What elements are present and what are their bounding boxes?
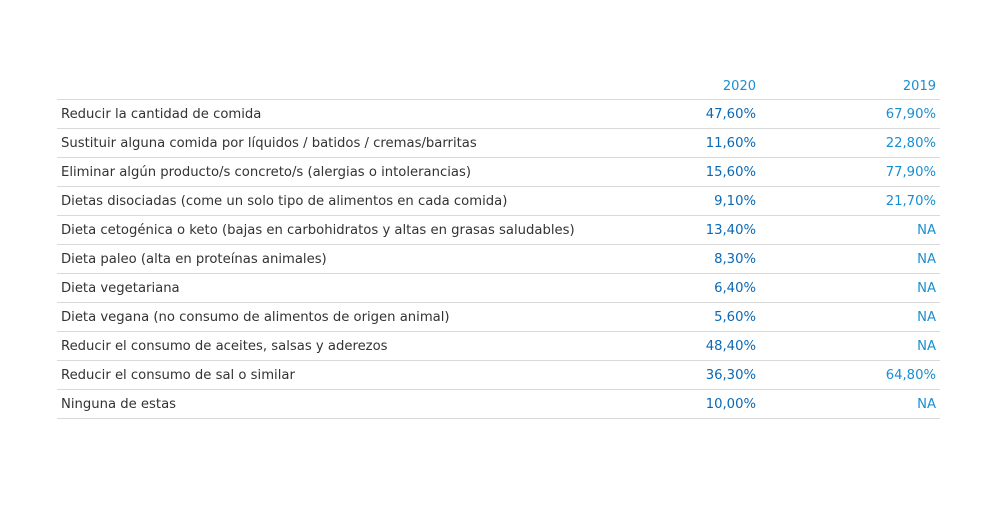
data-table-container: 2020 2019 Reducir la cantidad de comida 4… [57, 66, 940, 419]
value-2020: 36,30% [640, 360, 760, 390]
row-label: Reducir la cantidad de comida [57, 99, 640, 129]
value-2019: NA [760, 302, 940, 332]
table-row: Reducir la cantidad de comida 47,60% 67,90… [57, 99, 940, 129]
header-label-empty [57, 66, 640, 100]
table-header: 2020 2019 [57, 66, 940, 100]
value-2019: NA [760, 331, 940, 361]
value-2020: 5,60% [640, 302, 760, 332]
table-row: Reducir el consumo de aceites, salsas y … [57, 331, 940, 361]
row-label: Ninguna de estas [57, 389, 640, 419]
value-2019: NA [760, 273, 940, 303]
value-2020: 10,00% [640, 389, 760, 419]
table-row: Dieta vegetariana 6,40% NA [57, 273, 940, 303]
table-row: Dietas disociadas (come un solo tipo de … [57, 186, 940, 216]
row-label: Sustituir alguna comida por líquidos / b… [57, 128, 640, 158]
value-2020: 9,10% [640, 186, 760, 216]
row-label: Dieta cetogénica o keto (bajas en carboh… [57, 215, 640, 245]
header-2020: 2020 [640, 66, 760, 100]
value-2020: 13,40% [640, 215, 760, 245]
value-2019: NA [760, 215, 940, 245]
value-2020: 15,60% [640, 157, 760, 187]
row-label: Dieta vegetariana [57, 273, 640, 303]
table-row: Eliminar algún producto/s concreto/s (al… [57, 157, 940, 187]
table-row: Reducir el consumo de sal o similar 36,30… [57, 360, 940, 390]
value-2020: 6,40% [640, 273, 760, 303]
data-table: 2020 2019 Reducir la cantidad de comida 4… [57, 66, 940, 419]
value-2019: 77,90% [760, 157, 940, 187]
table-row: Dieta cetogénica o keto (bajas en carboh… [57, 215, 940, 245]
table-row: Dieta paleo (alta en proteínas animales)… [57, 244, 940, 274]
table-body: Reducir la cantidad de comida 47,60% 67,90… [57, 99, 940, 419]
row-label: Dietas disociadas (come un solo tipo de … [57, 186, 640, 216]
table-row: Ninguna de estas 10,00% NA [57, 389, 940, 419]
value-2019: NA [760, 244, 940, 274]
row-label: Dieta paleo (alta en proteínas animales) [57, 244, 640, 274]
row-label: Eliminar algún producto/s concreto/s (al… [57, 157, 640, 187]
table-row: Sustituir alguna comida por líquidos / b… [57, 128, 940, 158]
value-2019: 21,70% [760, 186, 940, 216]
row-label: Reducir el consumo de aceites, salsas y … [57, 331, 640, 361]
value-2020: 8,30% [640, 244, 760, 274]
value-2019: 64,80% [760, 360, 940, 390]
table-row: Dieta vegana (no consumo de alimentos de… [57, 302, 940, 332]
value-2019: 67,90% [760, 99, 940, 129]
value-2019: 22,80% [760, 128, 940, 158]
value-2020: 47,60% [640, 99, 760, 129]
value-2020: 48,40% [640, 331, 760, 361]
header-row: 2020 2019 [57, 66, 940, 100]
header-2019: 2019 [760, 66, 940, 100]
value-2020: 11,60% [640, 128, 760, 158]
row-label: Reducir el consumo de sal o similar [57, 360, 640, 390]
value-2019: NA [760, 389, 940, 419]
row-label: Dieta vegana (no consumo de alimentos de… [57, 302, 640, 332]
